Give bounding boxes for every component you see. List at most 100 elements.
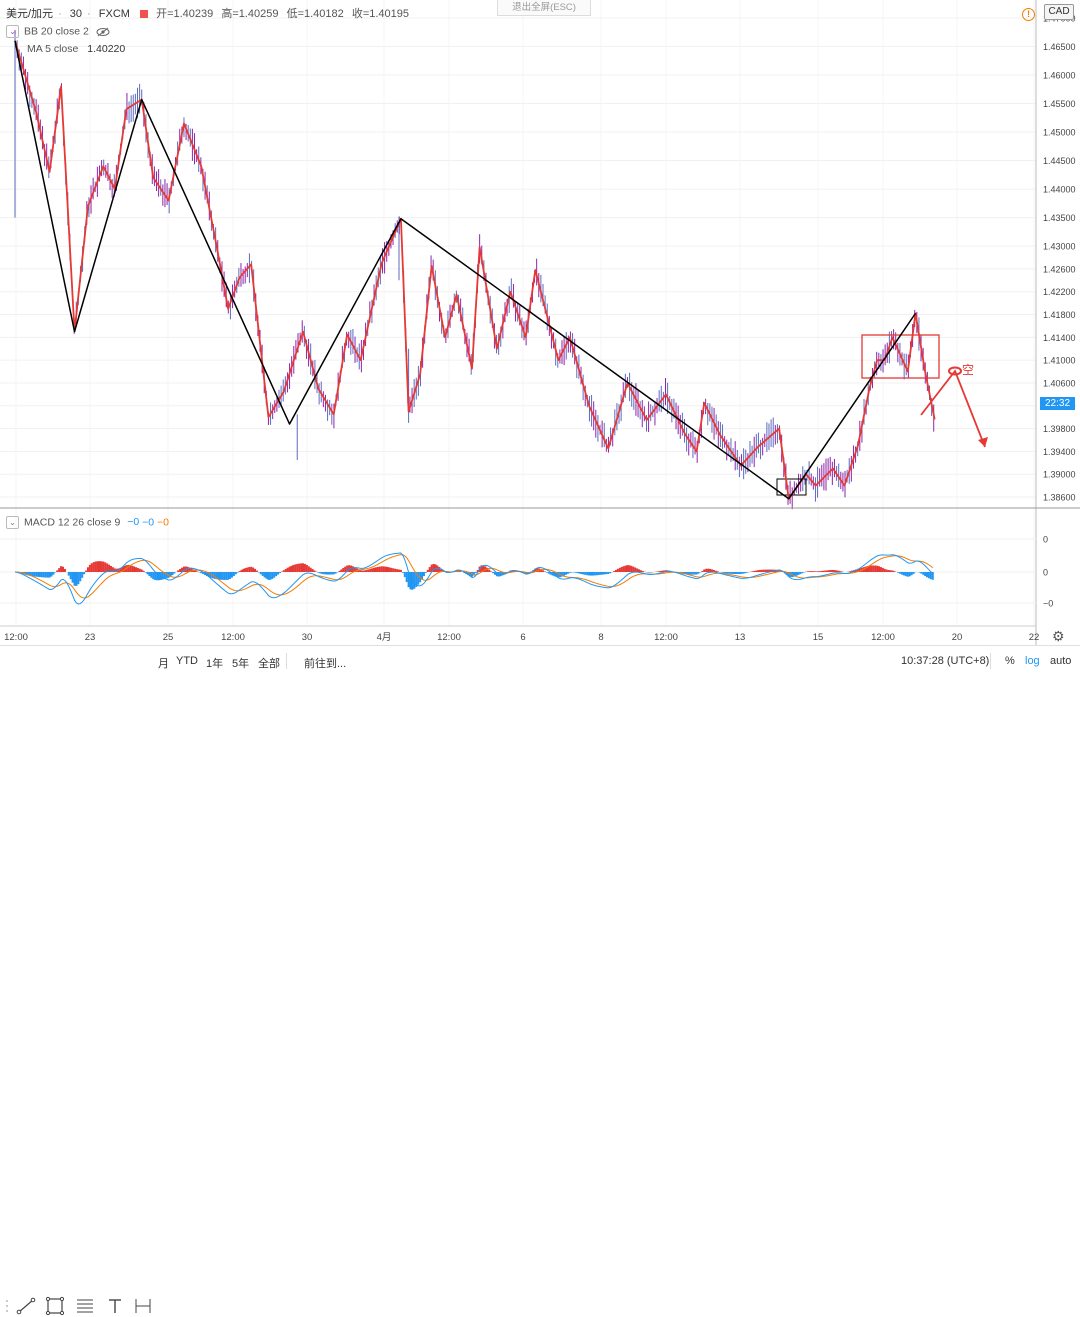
bb-indicator-label: BB 20 close 2	[24, 25, 89, 38]
price-tick-label: 1.38600	[1043, 493, 1076, 503]
time-tick-label: 12:00	[4, 632, 28, 643]
time-tick-label: 12:00	[871, 632, 895, 643]
symbol-name[interactable]: 美元/加元	[6, 8, 54, 20]
toolbar-divider	[286, 653, 287, 669]
price-tick-label: 1.43000	[1043, 242, 1076, 252]
percent-scale-toggle[interactable]: %	[1005, 655, 1015, 667]
time-tick-label: 12:00	[654, 632, 678, 643]
time-tick-label: 6	[520, 632, 525, 643]
price-tick-label: 1.42600	[1043, 264, 1076, 274]
price-tick-label: 1.39400	[1043, 447, 1076, 457]
time-tick-label: 4月	[377, 632, 392, 643]
macd-tick-label: 0	[1043, 568, 1048, 578]
macd-indicator-label: MACD 12 26 close 9	[24, 516, 121, 529]
price-tick-label: 1.42200	[1043, 287, 1076, 297]
short-signal-arrows	[920, 366, 988, 448]
price-tick-label: 1.39000	[1043, 470, 1076, 480]
ma-indicator-label: MA 5 close	[27, 43, 79, 55]
time-tick-label: 23	[85, 632, 96, 643]
macd-panel: 0 0 −0	[0, 535, 1053, 609]
macd-indicator-legend[interactable]: ⌄ MACD 12 26 close 9 −0 −0 −0	[6, 516, 169, 529]
macd-tick-label: −0	[1043, 599, 1053, 609]
macd-tick-label: 0	[1043, 535, 1048, 545]
zigzag-large-line	[14, 40, 917, 500]
arrow-head-icon	[978, 437, 988, 447]
trend-line-tool-icon[interactable]	[15, 1295, 37, 1317]
price-tick-label: 1.45000	[1043, 128, 1076, 138]
price-tick-label: 1.40600	[1043, 378, 1076, 388]
price-tick-label: 1.41400	[1043, 333, 1076, 343]
warning-icon[interactable]: !	[1022, 8, 1035, 21]
ma-indicator-legend[interactable]: MA 5 close 1.40220	[27, 43, 125, 55]
header-separator: ·	[58, 8, 62, 20]
auto-scale-toggle[interactable]: auto	[1050, 655, 1072, 667]
chevron-down-icon[interactable]: ⌄	[6, 25, 19, 38]
price-tick-label: 1.39800	[1043, 424, 1076, 434]
time-axis: 12:00 23 25 12:00 30 4月 12:00 6 8 12:00 13 15 12:00 2…	[4, 632, 1039, 643]
time-tick-label: 22	[1029, 632, 1040, 643]
time-tick-label: 25	[163, 632, 174, 643]
macd-hist-value: −0	[157, 516, 170, 529]
toolbar-divider	[990, 653, 991, 669]
eye-icon[interactable]	[96, 27, 110, 37]
low-value: 低=1.40182	[286, 8, 344, 20]
macd-signal-value: −0	[142, 516, 155, 529]
header-separator: ·	[87, 8, 91, 20]
period-ytd-button[interactable]: YTD	[176, 655, 198, 667]
time-tick-label: 13	[735, 632, 746, 643]
short-arrow-line	[920, 369, 986, 448]
chevron-down-icon[interactable]: ⌄	[6, 516, 19, 529]
price-range-tool-icon[interactable]	[132, 1295, 154, 1317]
price-tick-label: 1.44000	[1043, 185, 1076, 195]
zigzag-small-lines	[14, 40, 936, 500]
price-tick-label: 1.41800	[1043, 310, 1076, 320]
macd-signal-line	[14, 554, 934, 599]
price-tick-label: 1.45500	[1043, 99, 1076, 109]
period-all-button[interactable]: 全部	[258, 658, 280, 670]
price-tick-label: 1.44500	[1043, 156, 1076, 166]
zigzag-small-line	[14, 40, 936, 500]
rectangle-tool-icon[interactable]	[44, 1295, 66, 1317]
macd-line	[14, 552, 934, 605]
chart-header: 美元/加元 · 30 · FXCM 开=1.40239 高=1.40259 低=1.…	[6, 5, 414, 21]
macd-value: −0	[127, 516, 140, 529]
gear-icon[interactable]: ⚙	[1052, 628, 1065, 644]
period-1m-button[interactable]: 月	[158, 658, 169, 670]
exit-fullscreen-button[interactable]: 退出全屏(ESC)	[497, 0, 591, 16]
time-tick-label: 8	[598, 632, 603, 643]
price-tick-label: 1.46000	[1043, 71, 1076, 81]
fib-tool-icon[interactable]	[74, 1295, 96, 1317]
time-tick-label: 12:00	[437, 632, 461, 643]
price-tick-label: 1.43500	[1043, 213, 1076, 223]
price-tick-label: 1.41000	[1043, 356, 1076, 366]
close-value: 收=1.40195	[351, 8, 410, 20]
bb-indicator-legend[interactable]: ⌄ BB 20 close 2	[6, 25, 110, 38]
price-grid	[0, 0, 1036, 626]
period-1y-button[interactable]: 1年	[206, 658, 224, 670]
ma-indicator-value: 1.40220	[87, 43, 126, 55]
time-tick-label: 30	[302, 632, 313, 643]
interval-label[interactable]: 30	[69, 8, 83, 20]
price-tick-label: 1.46500	[1043, 42, 1076, 52]
price-axis: 1.470001.465001.460001.455001.450001.445…	[0, 0, 1080, 645]
price-candles	[14, 30, 935, 510]
currency-badge[interactable]: CAD	[1044, 4, 1074, 20]
short-annotation-label: 空	[962, 363, 975, 377]
flag-icon[interactable]	[140, 10, 149, 19]
high-value: 高=1.40259	[221, 8, 279, 20]
bottom-toolbar: 月 YTD 1年 5年 全部 前往到... 10:37:28 (UTC+8) %…	[0, 645, 1080, 1316]
goto-date-button[interactable]: 前往到...	[304, 658, 347, 670]
signal-circle	[948, 366, 962, 376]
chart-canvas[interactable]: 1.470001.465001.460001.455001.450001.445…	[0, 0, 1080, 675]
log-scale-toggle[interactable]: log	[1025, 655, 1040, 667]
clock-display[interactable]: 10:37:28 (UTC+8)	[901, 655, 990, 667]
time-tick-label: 20	[952, 632, 963, 643]
zigzag-large-lines	[14, 40, 917, 500]
time-tick-label: 12:00	[221, 632, 245, 643]
period-5y-button[interactable]: 5年	[232, 658, 250, 670]
exchange-label: FXCM	[98, 8, 130, 20]
text-tool-icon[interactable]	[104, 1295, 126, 1317]
open-value: 开=1.40239	[156, 8, 214, 20]
annotation-boxes	[776, 334, 940, 496]
current-price-tag: 22:32	[1040, 397, 1075, 410]
